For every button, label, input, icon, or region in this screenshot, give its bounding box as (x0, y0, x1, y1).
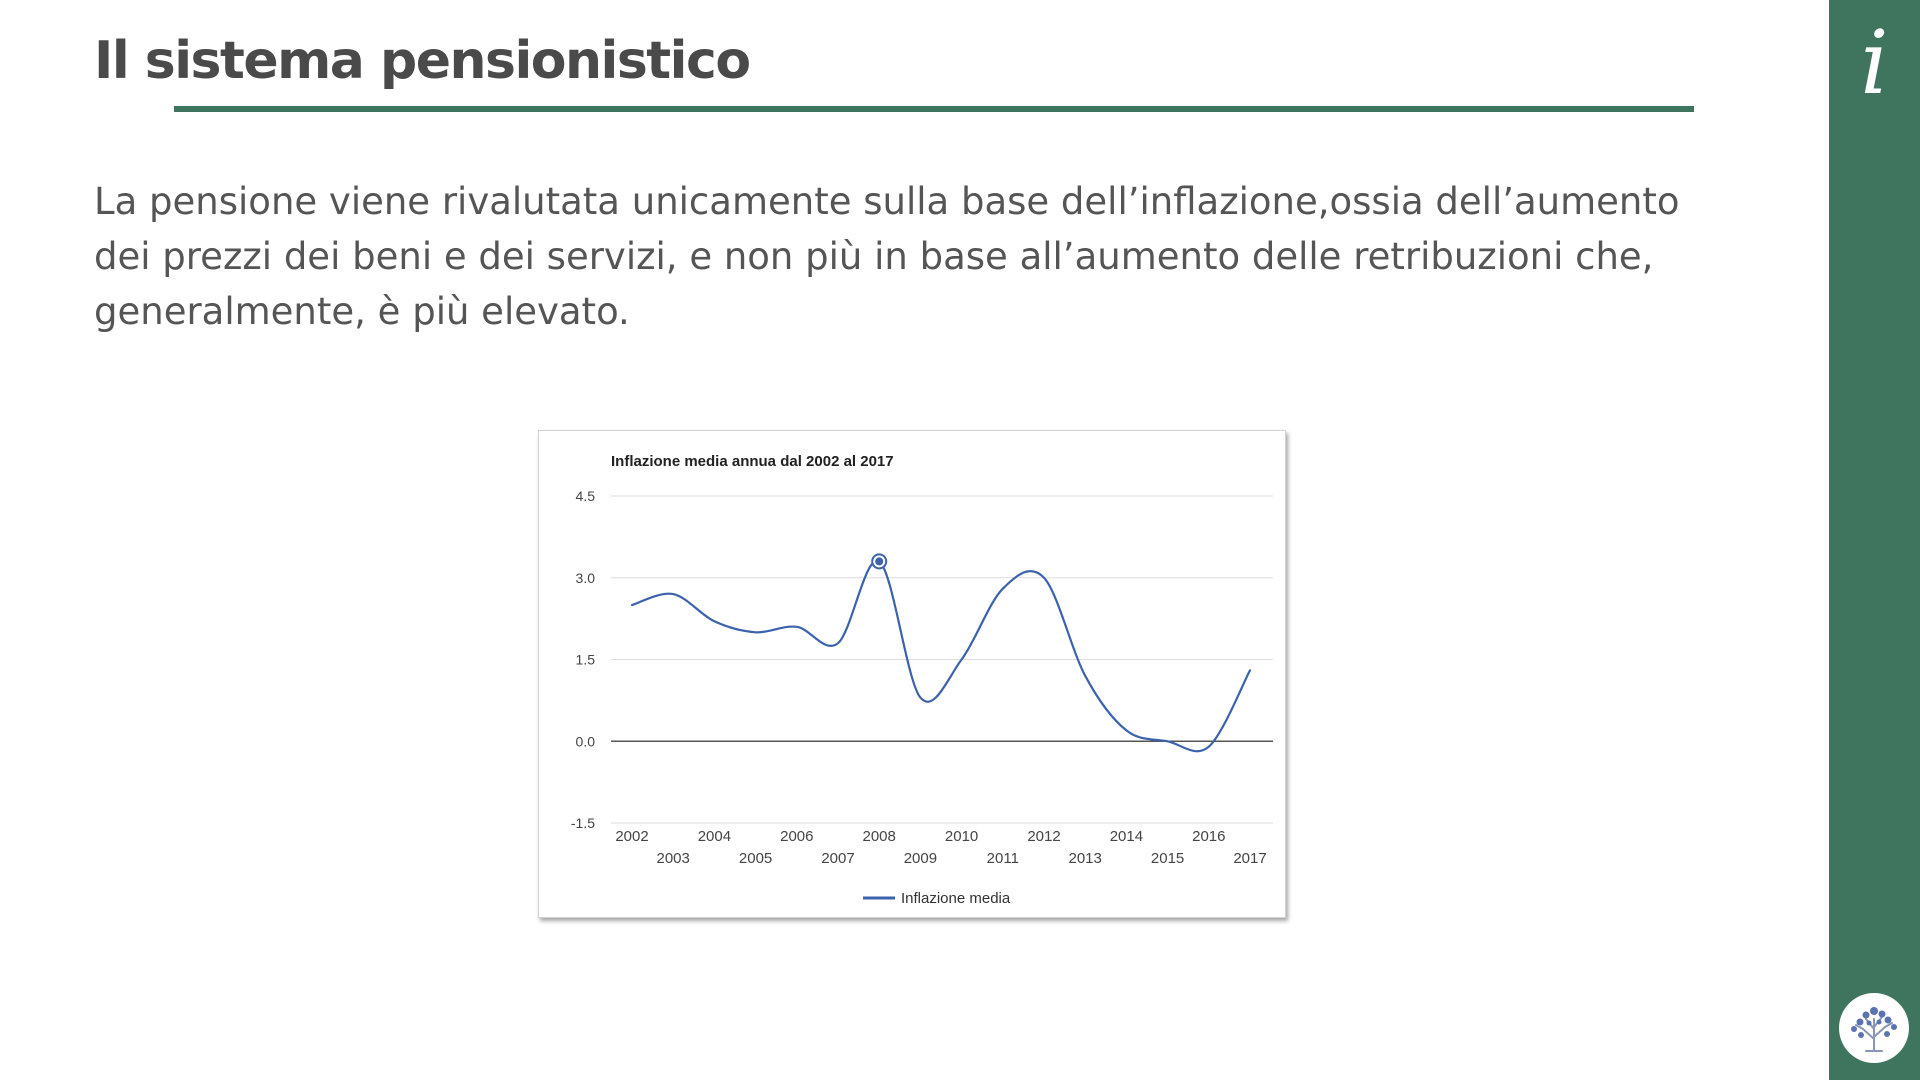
x-tick-label: 2013 (1069, 850, 1102, 867)
y-tick-label: 1.5 (576, 652, 596, 668)
page-title: Il sistema pensionistico (94, 31, 751, 91)
title-underline (174, 106, 1694, 112)
body-paragraph: La pensione viene rivalutata unicamente … (94, 180, 1680, 333)
chart-title: Inflazione media annua dal 2002 al 2017 (611, 453, 894, 470)
legend-label: Inflazione media (901, 890, 1011, 907)
x-tick-label: 2011 (987, 850, 1019, 867)
tick-layer: 4.5 3.0 1.5 0.0 -1.5 2002 2003 2004 2005 2006 2007… (571, 488, 1267, 867)
x-tick-label: 2007 (821, 850, 854, 867)
tree-logo-icon (1839, 993, 1909, 1063)
y-tick-label: 3.0 (576, 570, 596, 586)
x-tick-label: 2014 (1110, 828, 1143, 845)
info-icon[interactable]: i (1860, 11, 1889, 114)
x-tick-label: 2009 (904, 850, 937, 867)
grid-layer (611, 495, 1273, 824)
y-tick-label: 4.5 (576, 488, 596, 504)
x-tick-label: 2008 (863, 828, 896, 845)
x-tick-label: 2015 (1151, 850, 1184, 867)
y-tick-label: 0.0 (576, 733, 596, 749)
highlight-point (875, 557, 884, 566)
series-line (630, 559, 1252, 753)
x-tick-label: 2003 (657, 850, 690, 867)
side-band: i (1829, 0, 1920, 1080)
inflation-chart: Inflazione media annua dal 2002 al 2017 … (538, 430, 1286, 918)
inflation-chart-svg: Inflazione media annua dal 2002 al 2017 … (571, 453, 1273, 907)
series-layer (630, 553, 1252, 753)
x-tick-label: 2016 (1192, 828, 1225, 845)
x-tick-label: 2005 (739, 850, 772, 867)
x-tick-label: 2004 (698, 828, 731, 845)
x-tick-label: 2006 (780, 828, 813, 845)
y-tick-label: -1.5 (571, 815, 595, 831)
x-tick-label: 2010 (945, 828, 978, 845)
x-tick-label: 2017 (1233, 850, 1266, 867)
x-tick-label: 2002 (615, 828, 648, 845)
legend: Inflazione media (863, 890, 1011, 907)
x-tick-label: 2012 (1027, 828, 1060, 845)
